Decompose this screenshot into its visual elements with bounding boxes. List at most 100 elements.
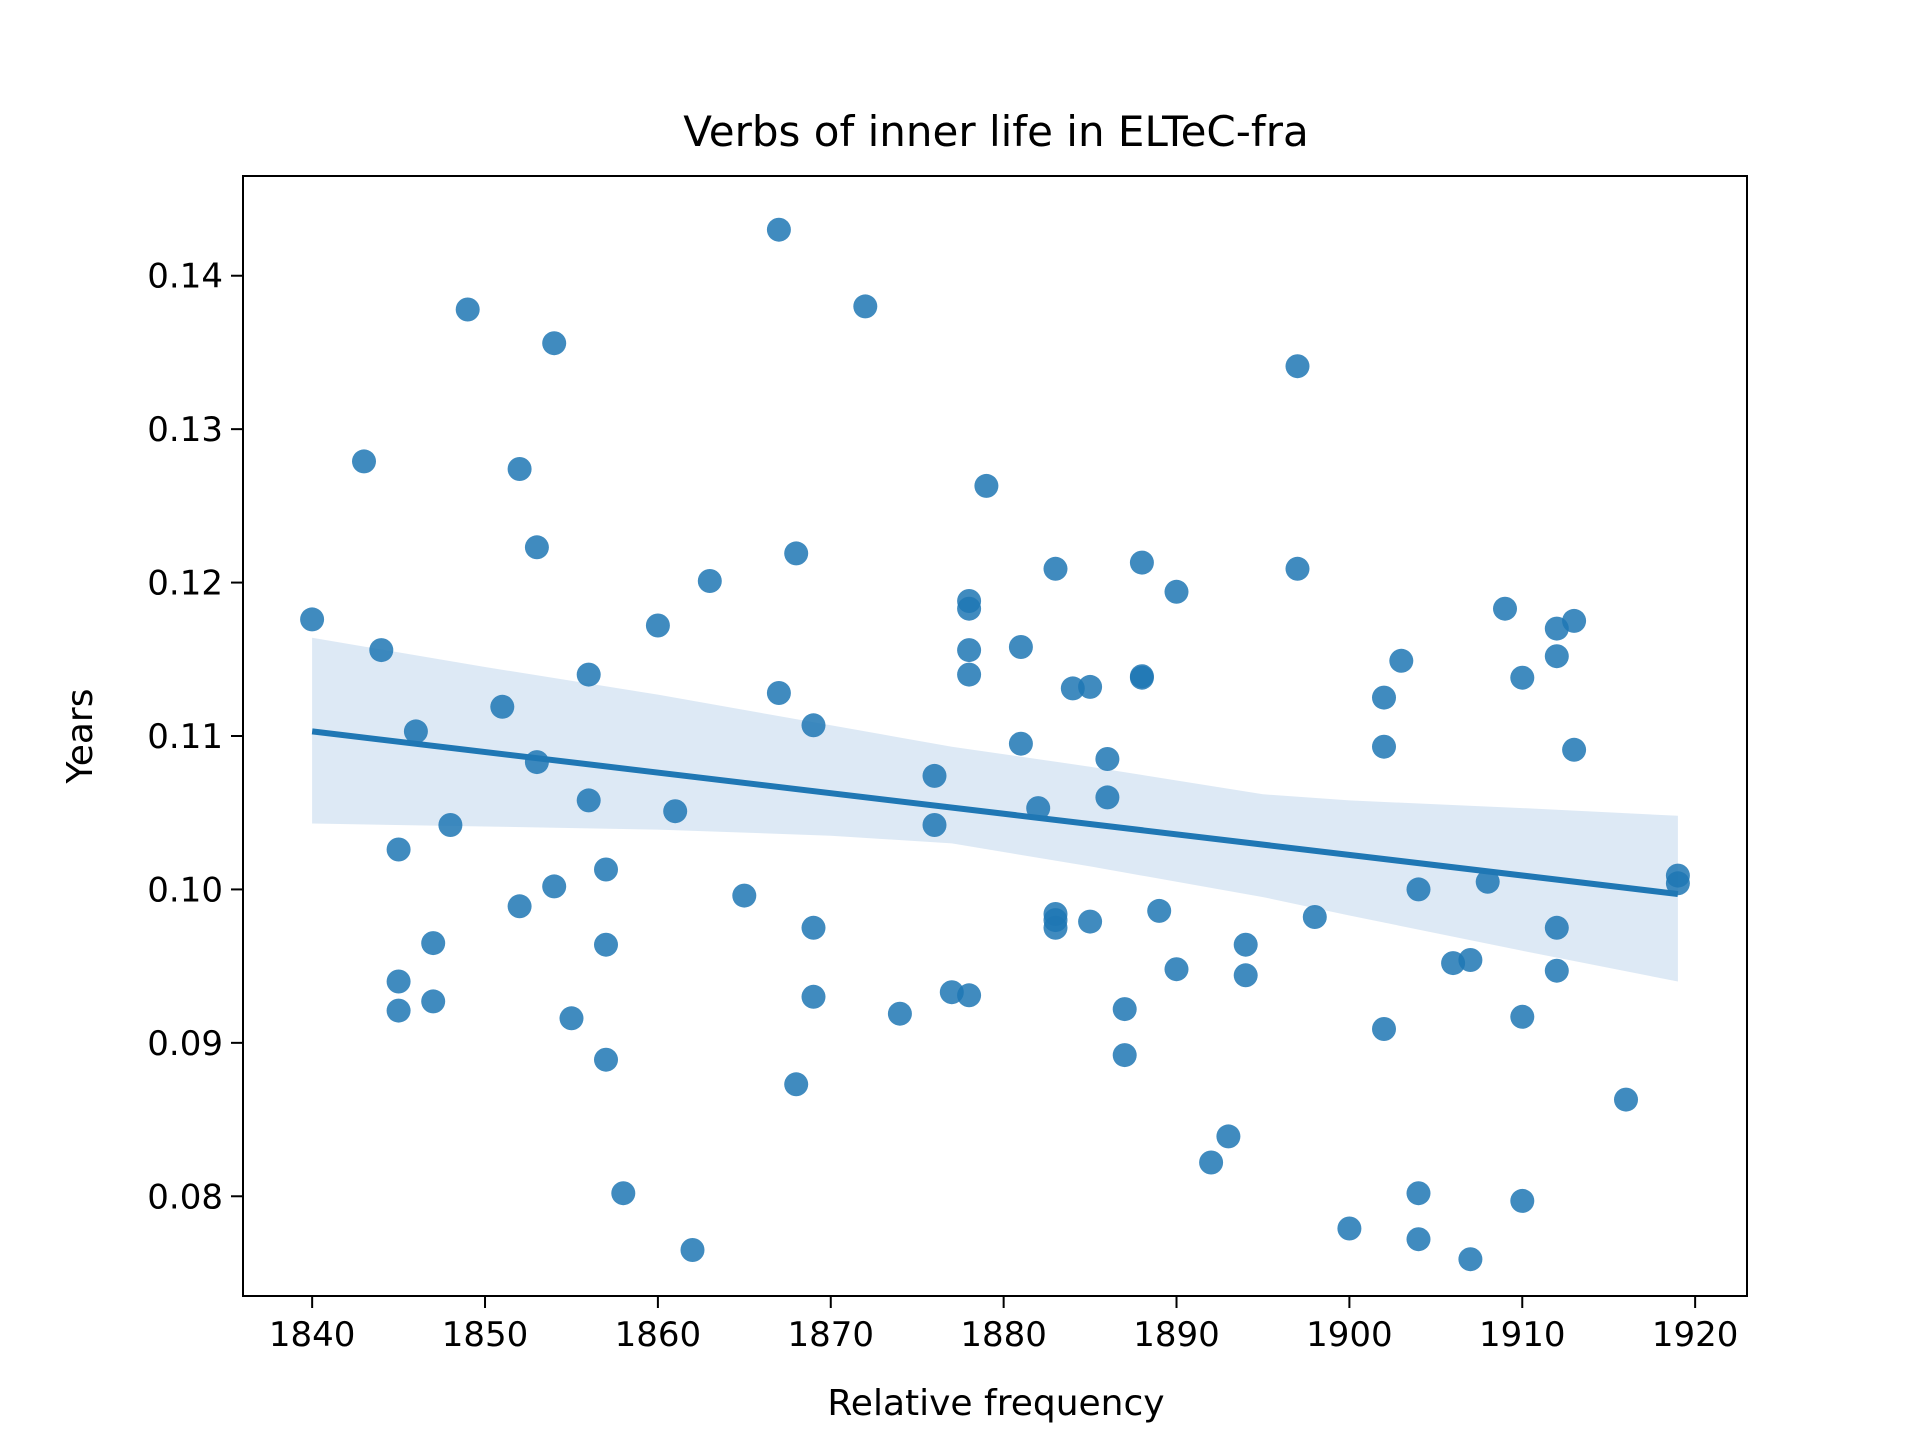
data-point	[438, 813, 463, 837]
y-tick-label: 0.08	[147, 1177, 223, 1217]
data-point	[1164, 957, 1189, 982]
data-point	[801, 713, 826, 738]
y-tick-label: 0.12	[147, 564, 223, 604]
data-point	[801, 915, 826, 940]
data-point	[1233, 932, 1258, 957]
data-point	[1372, 1017, 1396, 1041]
data-point	[1544, 915, 1569, 940]
data-point	[1510, 1004, 1535, 1029]
data-point	[542, 874, 567, 899]
x-tick-label: 1910	[1479, 1315, 1566, 1355]
data-point	[1406, 1181, 1431, 1206]
data-point	[766, 681, 791, 705]
x-tick-label: 1840	[269, 1315, 356, 1355]
data-point	[1043, 915, 1068, 940]
data-point	[1043, 556, 1068, 581]
data-point	[386, 969, 411, 994]
data-point	[403, 719, 428, 744]
x-tick-label: 1860	[615, 1315, 702, 1355]
data-point	[542, 331, 567, 356]
data-point	[1406, 1227, 1431, 1252]
data-point	[369, 638, 394, 663]
data-point	[1665, 871, 1690, 896]
y-axis-label: Years	[60, 689, 101, 785]
data-point	[801, 984, 826, 1009]
data-point	[507, 457, 532, 481]
x-axis-ticks: 1840 1850 1860 1870 1880 1890 1900 1910 1920	[269, 1296, 1739, 1355]
data-point	[1458, 1247, 1483, 1272]
points-layer	[300, 217, 1690, 1272]
data-point	[1233, 963, 1258, 988]
data-point	[957, 596, 982, 621]
data-point	[957, 662, 982, 687]
data-point	[1078, 909, 1103, 934]
data-point	[1544, 644, 1569, 669]
x-tick-label: 1900	[1306, 1315, 1393, 1355]
data-point	[421, 931, 446, 956]
y-tick-label: 0.09	[147, 1024, 223, 1064]
x-tick-label: 1880	[960, 1315, 1047, 1355]
data-point	[1008, 635, 1033, 659]
data-point	[1544, 958, 1569, 983]
data-point	[1510, 665, 1535, 690]
confidence-band	[312, 637, 1678, 982]
data-point	[732, 883, 757, 908]
data-point	[611, 1181, 636, 1206]
x-axis-label: Relative frequency	[827, 1383, 1164, 1424]
y-tick-label: 0.14	[147, 257, 223, 297]
data-point	[300, 607, 325, 632]
data-point	[1112, 997, 1137, 1022]
data-point	[524, 535, 549, 560]
data-point	[1129, 665, 1154, 690]
data-point	[1008, 731, 1033, 756]
x-tick-label: 1920	[1652, 1315, 1739, 1355]
data-point	[507, 894, 532, 919]
data-point	[455, 297, 480, 322]
data-point	[386, 837, 411, 862]
data-point	[645, 613, 670, 638]
data-point	[1129, 550, 1154, 575]
data-point	[576, 662, 601, 687]
data-point	[887, 1001, 912, 1026]
data-point	[1389, 648, 1414, 673]
data-point	[1147, 898, 1172, 923]
data-point	[594, 1047, 618, 1072]
data-point	[594, 932, 618, 957]
data-point	[766, 217, 791, 242]
data-point	[1285, 556, 1310, 581]
data-point	[680, 1238, 705, 1262]
data-point	[490, 694, 515, 719]
data-point	[1199, 1150, 1224, 1175]
data-point	[1510, 1188, 1535, 1213]
data-point	[1493, 596, 1517, 621]
data-point	[1614, 1087, 1638, 1112]
confidence-band-layer	[312, 637, 1678, 982]
data-point	[957, 638, 982, 663]
data-point	[922, 813, 947, 837]
data-point	[1095, 785, 1120, 810]
data-point	[1337, 1216, 1362, 1241]
data-point	[784, 541, 809, 566]
data-point	[1302, 905, 1327, 929]
chart-title: Verbs of inner life in ELTeC-fra	[683, 107, 1308, 156]
data-point	[352, 449, 376, 474]
y-tick-label: 0.10	[147, 870, 223, 910]
data-point	[1078, 674, 1103, 699]
data-point	[922, 763, 947, 788]
regression-line-layer	[311, 728, 1679, 898]
data-point	[559, 1006, 584, 1031]
data-point	[784, 1072, 809, 1097]
data-point	[386, 998, 411, 1023]
y-tick-label: 0.13	[147, 410, 223, 450]
data-point	[1026, 796, 1051, 821]
data-point	[1164, 579, 1189, 604]
x-tick-label: 1890	[1133, 1315, 1220, 1355]
data-point	[1406, 877, 1431, 902]
data-point	[853, 294, 878, 319]
data-point	[1372, 685, 1396, 710]
data-point	[1458, 948, 1483, 972]
data-point	[1095, 747, 1120, 771]
y-axis-ticks: 0.08 0.09 0.10 0.11 0.12 0.13 0.14	[147, 257, 243, 1217]
